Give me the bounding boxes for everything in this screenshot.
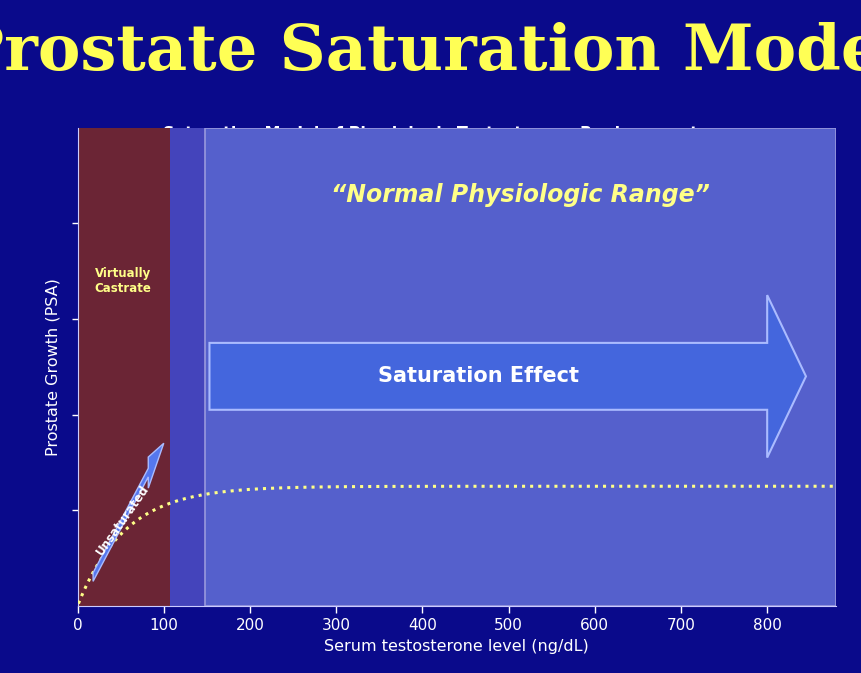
Polygon shape <box>209 295 805 458</box>
Text: Saturation Model of Physiologic Testosterone Replacement: Saturation Model of Physiologic Testoste… <box>164 127 697 141</box>
X-axis label: Serum testosterone level (ng/dL): Serum testosterone level (ng/dL) <box>324 639 589 654</box>
Text: “Normal Physiologic Range”: “Normal Physiologic Range” <box>331 183 709 207</box>
Bar <box>205 128 835 606</box>
FancyArrow shape <box>93 444 164 581</box>
Text: Saturation Effect: Saturation Effect <box>377 366 579 386</box>
Text: Unsaturated: Unsaturated <box>93 482 152 557</box>
Text: Prostate Saturation Model: Prostate Saturation Model <box>0 22 861 83</box>
Text: Virtually
Castrate: Virtually Castrate <box>95 267 152 295</box>
Y-axis label: Prostate Growth (PSA): Prostate Growth (PSA) <box>45 278 60 456</box>
Bar <box>77 128 170 606</box>
